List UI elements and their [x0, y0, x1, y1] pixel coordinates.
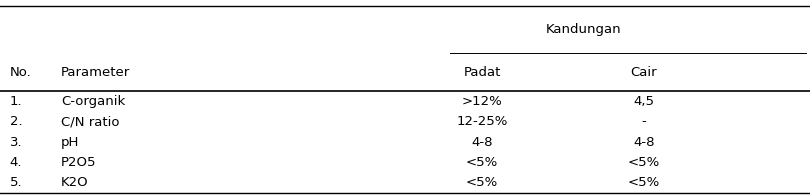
Text: 4-8: 4-8 — [471, 136, 492, 149]
Text: <5%: <5% — [466, 156, 498, 169]
Text: P2O5: P2O5 — [61, 156, 96, 169]
Text: 5.: 5. — [10, 176, 23, 189]
Text: C-organik: C-organik — [61, 95, 125, 108]
Text: >12%: >12% — [462, 95, 502, 108]
Text: Cair: Cair — [631, 65, 657, 79]
Text: 4-8: 4-8 — [633, 136, 654, 149]
Text: Parameter: Parameter — [61, 65, 130, 79]
Text: 2.: 2. — [10, 115, 23, 128]
Text: -: - — [642, 115, 646, 128]
Text: No.: No. — [10, 65, 32, 79]
Text: <5%: <5% — [466, 176, 498, 189]
Text: C/N ratio: C/N ratio — [61, 115, 119, 128]
Text: 4,5: 4,5 — [633, 95, 654, 108]
Text: 3.: 3. — [10, 136, 23, 149]
Text: <5%: <5% — [628, 156, 660, 169]
Text: K2O: K2O — [61, 176, 88, 189]
Text: Padat: Padat — [463, 65, 501, 79]
Text: 4.: 4. — [10, 156, 22, 169]
Text: pH: pH — [61, 136, 79, 149]
Text: <5%: <5% — [628, 176, 660, 189]
Text: Kandungan: Kandungan — [545, 23, 621, 36]
Text: 12-25%: 12-25% — [456, 115, 508, 128]
Text: 1.: 1. — [10, 95, 23, 108]
